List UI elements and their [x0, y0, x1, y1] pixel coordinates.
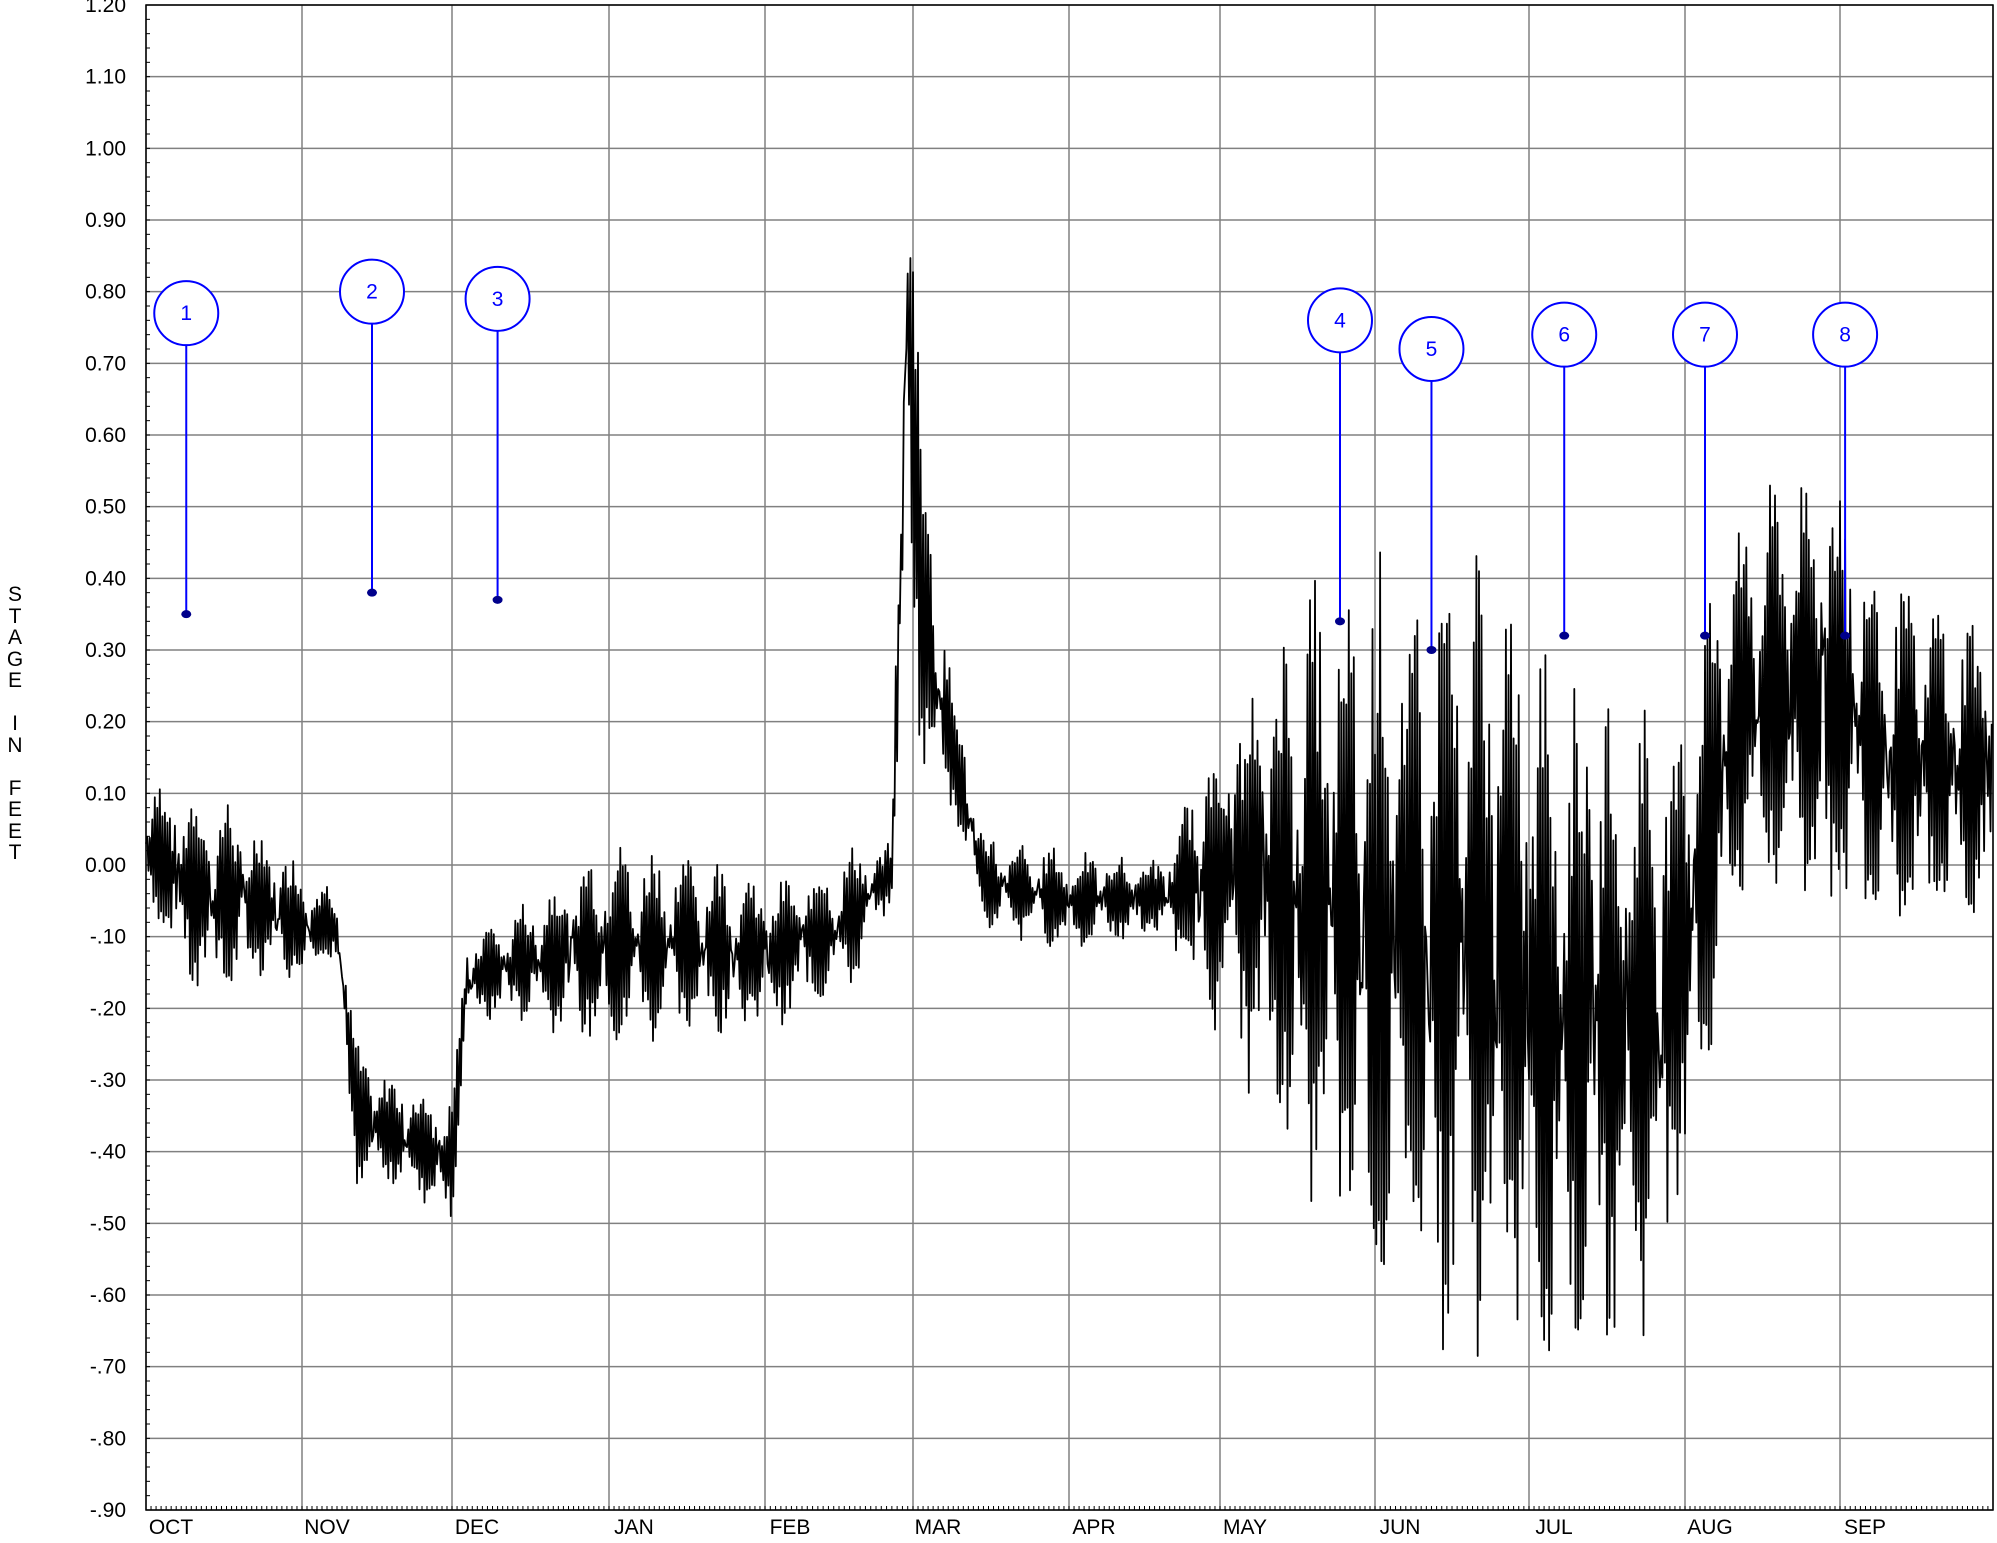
y-tick-label: 1.00 [85, 137, 126, 160]
annotation-3: 3 [464, 265, 531, 604]
y-axis-label-letter: E [7, 798, 22, 821]
annotation-circle [1307, 287, 1373, 354]
annotation-2: 2 [339, 258, 405, 597]
annotation-dot [1426, 646, 1437, 654]
y-tick-label: 0.60 [85, 424, 126, 447]
y-axis-label-letter: I [12, 712, 18, 735]
annotation-circle [1531, 301, 1598, 368]
annotation-markers: 1 2 3 4 5 6 7 8 [153, 258, 1879, 654]
x-tick-label: SEP [1844, 1516, 1886, 1539]
y-axis-label-letter: S [7, 583, 22, 606]
y-tick-label: -.80 [90, 1427, 126, 1450]
annotation-number: 5 [1426, 338, 1438, 361]
y-tick-label: -.50 [90, 1212, 126, 1235]
y-tick-label: 1.10 [85, 66, 126, 89]
annotation-4: 4 [1307, 287, 1373, 626]
annotation-number: 2 [366, 281, 378, 304]
y-tick-label: -.90 [90, 1499, 126, 1522]
y-tick-label: 0.40 [85, 567, 126, 590]
annotation-circle [1812, 301, 1879, 368]
y-tick-label: 0.50 [85, 496, 126, 519]
annotation-dot [1840, 631, 1851, 640]
x-tick-label: AUG [1687, 1516, 1733, 1539]
axes: 1.20 1.10 1.00 0.90 0.80 0.70 0.60 0.50 0.40 0.30… [85, 0, 1994, 1539]
x-tick-label: FEB [770, 1516, 811, 1539]
y-tick-label: -.60 [90, 1284, 126, 1307]
y-axis-label-letter: N [7, 733, 23, 757]
y-axis-label-letter: T [8, 841, 22, 864]
y-tick-label: 0.90 [85, 209, 126, 232]
annotation-8: 8 [1812, 301, 1879, 640]
annotation-dot [1700, 631, 1710, 640]
annotation-circle [153, 280, 220, 347]
y-tick-label: 0.10 [85, 782, 126, 805]
annotation-number: 3 [492, 288, 504, 311]
y-axis-label-letter: E [7, 669, 22, 692]
y-axis-label-letter: F [8, 776, 22, 800]
y-tick-label: 0.70 [85, 352, 126, 375]
y-axis-label-letter [6, 692, 24, 714]
annotation-dot [1559, 631, 1570, 640]
annotation-number: 4 [1334, 309, 1346, 332]
x-tick-label: MAR [915, 1516, 962, 1539]
annotation-5: 5 [1398, 316, 1465, 654]
y-tick-label: 0.00 [85, 854, 126, 877]
annotation-7: 7 [1672, 301, 1738, 640]
annotation-dot [367, 588, 377, 597]
x-tick-label: JUN [1380, 1516, 1421, 1539]
x-tick-label: NOV [304, 1516, 350, 1539]
y-tick-label: -.30 [90, 1069, 126, 1092]
y-tick-label: 1.20 [85, 0, 126, 17]
x-tick-label: MAY [1223, 1516, 1267, 1539]
annotation-dot [181, 610, 192, 619]
y-tick-label: 0.80 [85, 281, 126, 304]
x-tick-label: APR [1072, 1516, 1115, 1539]
y-tick-label: -.10 [90, 926, 126, 949]
x-tick-label: JAN [614, 1516, 654, 1539]
stage-line [145, 257, 1993, 1357]
y-tick-label: 0.30 [85, 639, 126, 662]
x-tick-label: OCT [149, 1516, 194, 1539]
y-axis-label-letter: A [7, 626, 22, 649]
annotation-number: 1 [180, 302, 192, 325]
stage-series [145, 257, 1993, 1357]
annotation-circle [1398, 316, 1465, 382]
annotation-1: 1 [153, 280, 220, 619]
y-tick-label: 0.20 [85, 711, 126, 734]
annotation-number: 7 [1699, 324, 1711, 347]
y-tick-label: -.20 [90, 997, 126, 1020]
y-tick-label: -.40 [90, 1141, 126, 1164]
plot-frame [145, 4, 1994, 1511]
annotation-circle [1672, 301, 1738, 368]
annotation-number: 8 [1839, 324, 1851, 347]
annotation-dot [492, 595, 503, 604]
y-axis-label-letter: T [8, 604, 22, 628]
annotation-number: 6 [1558, 324, 1570, 347]
annotation-6: 6 [1531, 301, 1598, 640]
x-tick-label: DEC [455, 1516, 499, 1539]
annotation-dot [1335, 617, 1345, 626]
x-tick-label: JUL [1535, 1516, 1572, 1539]
y-tick-label: -.70 [90, 1356, 126, 1379]
y-axis-label-letter [6, 756, 24, 778]
annotation-circle [339, 258, 405, 325]
y-axis-label-letter: G [6, 647, 24, 671]
annotation-circle [464, 265, 531, 332]
y-axis-label-letter: E [7, 819, 22, 843]
